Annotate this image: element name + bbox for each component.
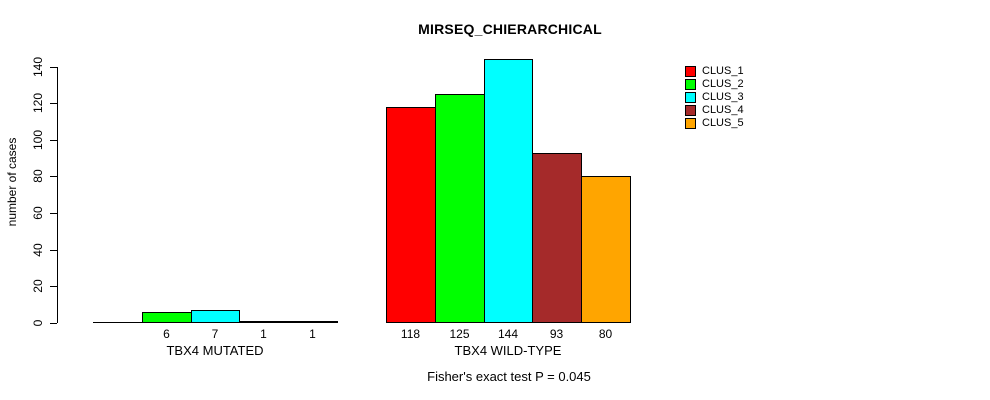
group-label: TBX4 WILD-TYPE bbox=[454, 343, 562, 358]
legend-entry-label: CLUS_4 bbox=[702, 104, 744, 116]
y-axis-tick bbox=[50, 103, 57, 104]
bar-clus_5 bbox=[288, 321, 338, 323]
y-axis-tick bbox=[50, 140, 57, 141]
y-axis-tick-label: 20 bbox=[31, 279, 45, 293]
y-axis-tick-label: 120 bbox=[31, 92, 45, 114]
legend-entry-label: CLUS_1 bbox=[702, 65, 744, 77]
bar-clus_3 bbox=[484, 59, 533, 323]
legend-entry-label: CLUS_2 bbox=[702, 78, 744, 90]
group-label: TBX4 MUTATED bbox=[166, 343, 264, 358]
bar-clus_1 bbox=[386, 107, 436, 323]
bar-clus_3 bbox=[191, 310, 240, 323]
bar-value-label: 118 bbox=[400, 327, 421, 341]
y-axis-tick bbox=[50, 286, 57, 287]
legend: CLUS_1 CLUS_2 CLUS_3 CLUS_4 CLUS_5 bbox=[685, 66, 744, 129]
y-axis-tick bbox=[50, 213, 57, 214]
bar-value-label: 144 bbox=[497, 327, 519, 341]
bar-value-label: 1 bbox=[309, 327, 316, 341]
y-axis-tick bbox=[50, 250, 57, 251]
bar-clus_4 bbox=[532, 153, 582, 323]
y-axis-tick-label: 100 bbox=[31, 129, 45, 151]
y-axis-tick bbox=[50, 67, 57, 68]
legend-entry: CLUS_5 bbox=[685, 118, 744, 129]
y-axis-tick-label: 60 bbox=[31, 206, 45, 220]
y-axis-label: number of cases bbox=[5, 137, 19, 227]
y-axis-line bbox=[57, 67, 58, 323]
chart-title: MIRSEQ_CHIERARCHICAL bbox=[418, 21, 602, 37]
legend-entry: CLUS_3 bbox=[685, 92, 744, 103]
y-axis-tick-label: 80 bbox=[31, 169, 45, 183]
legend-entry-label: CLUS_3 bbox=[702, 91, 744, 103]
bar-value-label: 6 bbox=[163, 327, 170, 341]
legend-swatch bbox=[685, 79, 696, 90]
y-axis-tick-label: 40 bbox=[31, 243, 45, 257]
bar-value-label: 125 bbox=[449, 327, 470, 341]
bar-clus_5 bbox=[581, 176, 631, 323]
legend-entry: CLUS_1 bbox=[685, 66, 744, 77]
legend-swatch bbox=[685, 66, 696, 77]
bar-clus_2 bbox=[142, 312, 192, 323]
y-axis-tick-label: 0 bbox=[31, 319, 45, 327]
legend-swatch bbox=[685, 105, 696, 116]
y-axis-tick bbox=[50, 323, 57, 324]
bar-clus_2 bbox=[435, 94, 485, 323]
legend-entry: CLUS_2 bbox=[685, 79, 744, 90]
legend-entry: CLUS_4 bbox=[685, 105, 744, 116]
legend-entry-label: CLUS_5 bbox=[702, 117, 744, 129]
bar-clus_4 bbox=[239, 321, 289, 323]
bar-value-label: 7 bbox=[211, 327, 219, 341]
legend-swatch bbox=[685, 118, 696, 129]
bar-value-label: 93 bbox=[549, 327, 564, 341]
bar-value-label: 1 bbox=[260, 327, 267, 341]
fisher-test-caption: Fisher's exact test P = 0.045 bbox=[427, 369, 591, 384]
y-axis-tick bbox=[50, 176, 57, 177]
y-axis-tick-label: 140 bbox=[31, 56, 45, 78]
bar-value-label: 80 bbox=[598, 327, 613, 341]
legend-swatch bbox=[685, 92, 696, 103]
